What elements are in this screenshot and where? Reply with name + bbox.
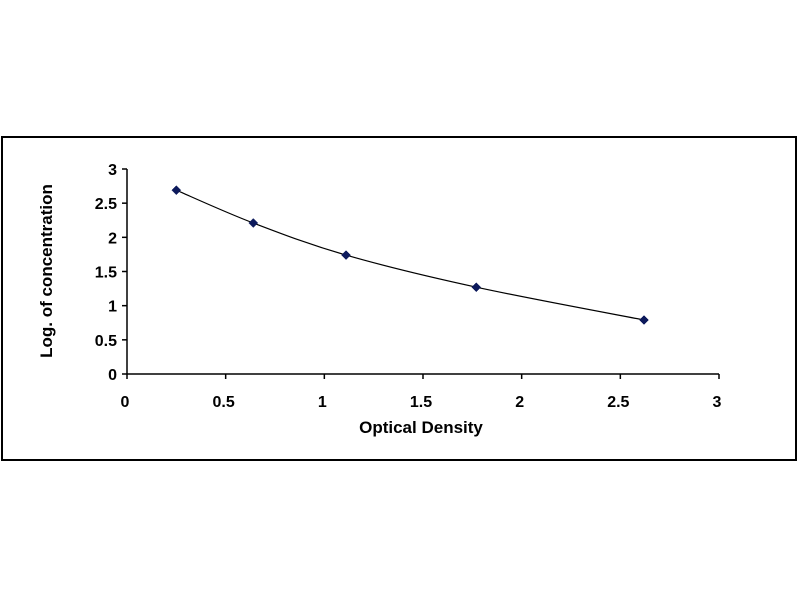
data-point-marker — [248, 218, 259, 228]
x-tick-label: 2.5 — [607, 394, 629, 411]
data-point-marker — [341, 250, 351, 260]
y-tick-label: 1 — [108, 299, 117, 316]
fit-curve-line — [176, 189, 645, 321]
chart-frame — [1, 136, 797, 461]
x-tick-label: 0 — [121, 394, 130, 411]
tick-labels: 0 0.5 1 1.5 2 2.5 3 0 0.5 1 1.5 2 2.5 3 — [95, 162, 722, 411]
data-point-marker — [171, 185, 182, 196]
x-tick-label: 1.5 — [410, 394, 432, 411]
y-tick-label: 1.5 — [95, 265, 117, 282]
x-tick-label: 0.5 — [213, 394, 235, 411]
y-tick-label: 2 — [108, 230, 117, 247]
data-point-marker — [639, 315, 649, 325]
x-tick-label: 2 — [515, 394, 524, 411]
y-tick-label: 0.5 — [95, 333, 117, 350]
data-points — [171, 185, 649, 325]
data-point-marker — [471, 282, 482, 293]
y-tick-label: 3 — [108, 162, 117, 179]
fit-curve — [176, 189, 645, 321]
x-axis-title: Optical Density — [359, 418, 483, 437]
y-axis-title: Log. of concentration — [37, 184, 56, 358]
y-tick-label: 0 — [108, 367, 117, 384]
x-tick-label: 3 — [713, 394, 722, 411]
tick-marks — [122, 168, 720, 379]
axes — [126, 169, 719, 375]
y-tick-label: 2.5 — [95, 196, 117, 213]
x-tick-label: 1 — [318, 394, 327, 411]
